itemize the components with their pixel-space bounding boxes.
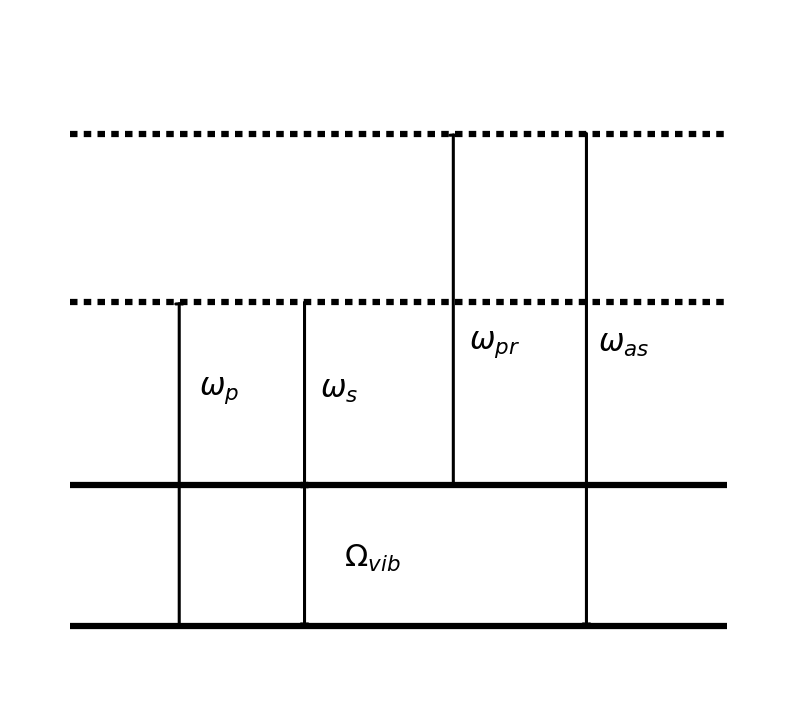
Text: $\omega_p$: $\omega_p$ [198, 375, 239, 406]
Text: $\omega_{as}$: $\omega_{as}$ [599, 330, 650, 359]
Text: $\omega_s$: $\omega_s$ [320, 376, 359, 404]
Text: $\omega_{pr}$: $\omega_{pr}$ [469, 329, 520, 360]
Text: $\Omega_{vib}$: $\Omega_{vib}$ [344, 543, 400, 574]
